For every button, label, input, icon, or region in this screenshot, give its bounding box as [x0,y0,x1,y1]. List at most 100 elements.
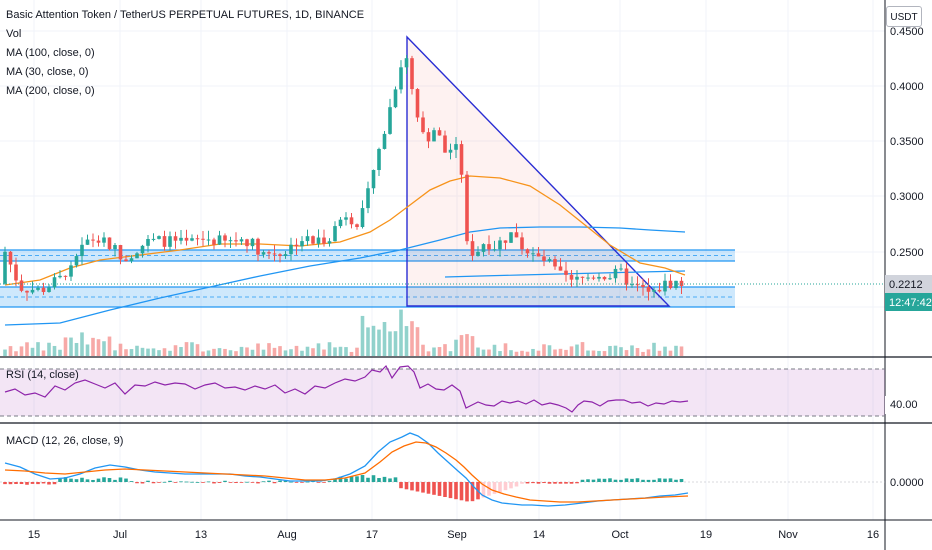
candle-body [223,235,227,241]
candle-body [657,289,662,292]
time-axis[interactable]: 15 Jul 13 Aug 17 Sep 14 Oct 19 Nov 16 [28,529,879,541]
price-tick: 0.2500 [890,247,924,259]
volume-bar [476,347,480,356]
macd-histogram-bar [201,482,205,483]
macd-histogram-bar [300,482,304,483]
time-tick: 19 [700,529,712,541]
volume-bar [652,342,656,356]
volume-bar [432,347,436,356]
volume-bar [344,347,348,356]
candle-body [228,240,233,242]
volume-bar [426,351,431,356]
time-tick: 13 [195,529,207,541]
candle-body [52,277,57,288]
volume-bar [564,349,568,356]
volume-bar [679,346,684,356]
candle-body [410,58,414,90]
candle-body [597,276,601,279]
volume-bar [85,344,90,356]
macd-histogram-bar [124,478,128,482]
volume-bar [96,339,101,356]
candle-body [80,244,84,257]
candle-body [547,259,552,261]
candle-body [107,237,112,250]
macd-histogram-bar [69,478,73,482]
candle-body [118,245,123,260]
macd-histogram-bar [41,482,46,484]
volume-bar [437,347,442,356]
volume-bar [201,351,205,356]
volume-bar [580,342,585,356]
volume-legend[interactable]: Vol [6,28,22,40]
ma200-line [4,226,686,326]
candle-body [399,67,403,90]
time-tick: Nov [778,529,798,541]
macd-histogram-bar [206,481,211,483]
volume-bar [267,343,271,356]
volume-bar [531,348,535,356]
ma200-legend[interactable]: MA (200, close, 0) [6,85,95,97]
volume-bar [619,347,623,356]
volume-bar [553,349,557,356]
price-candles[interactable] [3,55,684,301]
candle-body [536,253,541,257]
candle-body [96,240,101,243]
macd-histogram-bar [3,482,7,485]
volume-bar [173,345,178,356]
macd-histogram-bar [459,482,464,501]
macd-histogram-bar [558,482,563,484]
candle-body [129,258,134,262]
currency-button[interactable]: USDT [886,6,922,27]
volume-bar [234,351,238,356]
candle-body [19,280,24,291]
candle-body [349,217,354,225]
candle-body [217,235,222,245]
candle-body [30,289,35,293]
ma30-legend[interactable]: MA (30, close, 0) [6,66,89,78]
volume-bar [69,337,73,356]
macd-histogram-bar [74,479,79,482]
volume-bar [520,350,524,356]
chart-title: Basic Attention Token / TetherUS PERPETU… [6,9,365,21]
candle-body [355,224,359,228]
volume-bar [514,351,519,356]
candle-body [371,170,376,189]
volume-bar [3,349,7,356]
volume-bar [311,348,315,356]
candle-body [388,107,392,134]
ma100-legend[interactable]: MA (100, close, 0) [6,47,95,59]
candle-body [586,277,590,279]
candle-body [542,256,546,261]
candle-body [558,266,563,271]
candle-body [289,244,293,255]
candle-body [283,254,288,257]
candle-body [360,208,365,228]
candle-body [250,238,255,247]
volume-bar [228,350,233,356]
macd-histogram-bar [624,478,629,482]
macd-histogram-bar [465,482,469,502]
macd-histogram-bar [151,482,156,484]
macd-histogram-bar [404,482,409,490]
volume-bar [355,347,359,356]
macd-histogram-bar [679,478,684,482]
macd-tick: 0.0000 [890,477,924,489]
volume-bar [586,350,590,356]
volume-bar [641,351,645,356]
candle-body [245,239,249,247]
macd-histogram-bar [157,482,161,483]
volume-bar [294,345,299,356]
price-axis[interactable]: 0.4500 0.4000 0.3500 0.3000 0.2500 [890,26,924,259]
volume-bar [305,346,310,356]
candle-body [190,238,194,241]
volume-bar [503,343,508,356]
volume-bar [399,309,403,356]
volume-bar [421,344,425,356]
volume-bar [498,351,502,356]
candle-body [140,245,145,254]
volume-bar [322,349,326,356]
candle-body [261,252,266,255]
macd-histogram [3,475,684,502]
volume-bar [179,347,183,356]
